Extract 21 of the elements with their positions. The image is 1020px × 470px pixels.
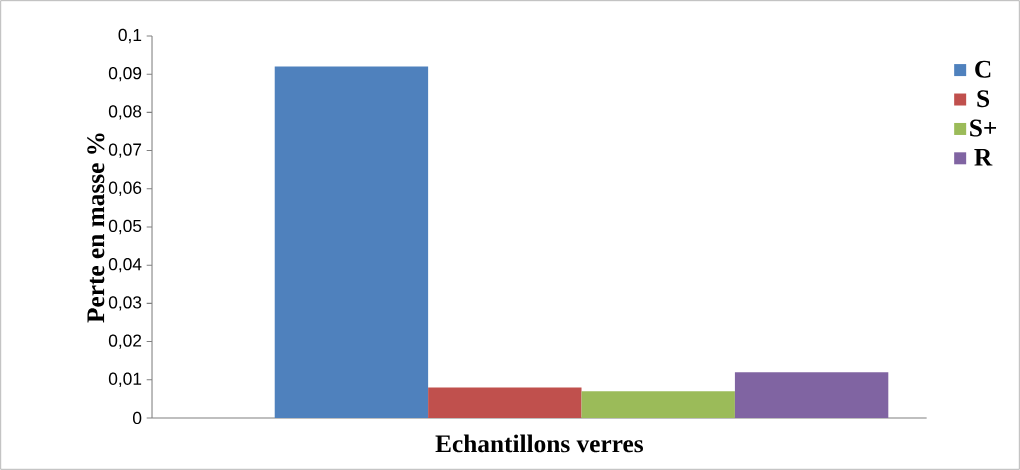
x-axis-title: Echantillons verres <box>435 434 643 453</box>
y-tick-label: 0,1 <box>118 28 142 44</box>
y-tick-label: 0 <box>133 411 142 425</box>
legend-label: S+ <box>970 119 997 137</box>
y-tick-label: 0,08 <box>108 105 142 120</box>
bar <box>734 372 889 418</box>
y-tick-label: 0,03 <box>108 296 142 311</box>
y-tick-label: 0,09 <box>108 67 142 82</box>
y-tick-label: 0,01 <box>108 372 142 387</box>
bar <box>274 66 429 418</box>
legend-label: R <box>974 149 993 166</box>
y-tick-label: 0,02 <box>108 334 142 349</box>
bar <box>581 391 735 418</box>
y-tick-label: 0,07 <box>108 143 142 158</box>
bar <box>428 387 582 418</box>
y-tick-label: 0,05 <box>108 219 142 235</box>
y-tick-label: 0,04 <box>108 258 142 273</box>
legend-label: C <box>975 60 991 78</box>
legend-label: S <box>977 90 990 108</box>
y-tick-label: 0,06 <box>108 181 142 196</box>
y-axis-title: Perte en masse % <box>87 133 105 323</box>
